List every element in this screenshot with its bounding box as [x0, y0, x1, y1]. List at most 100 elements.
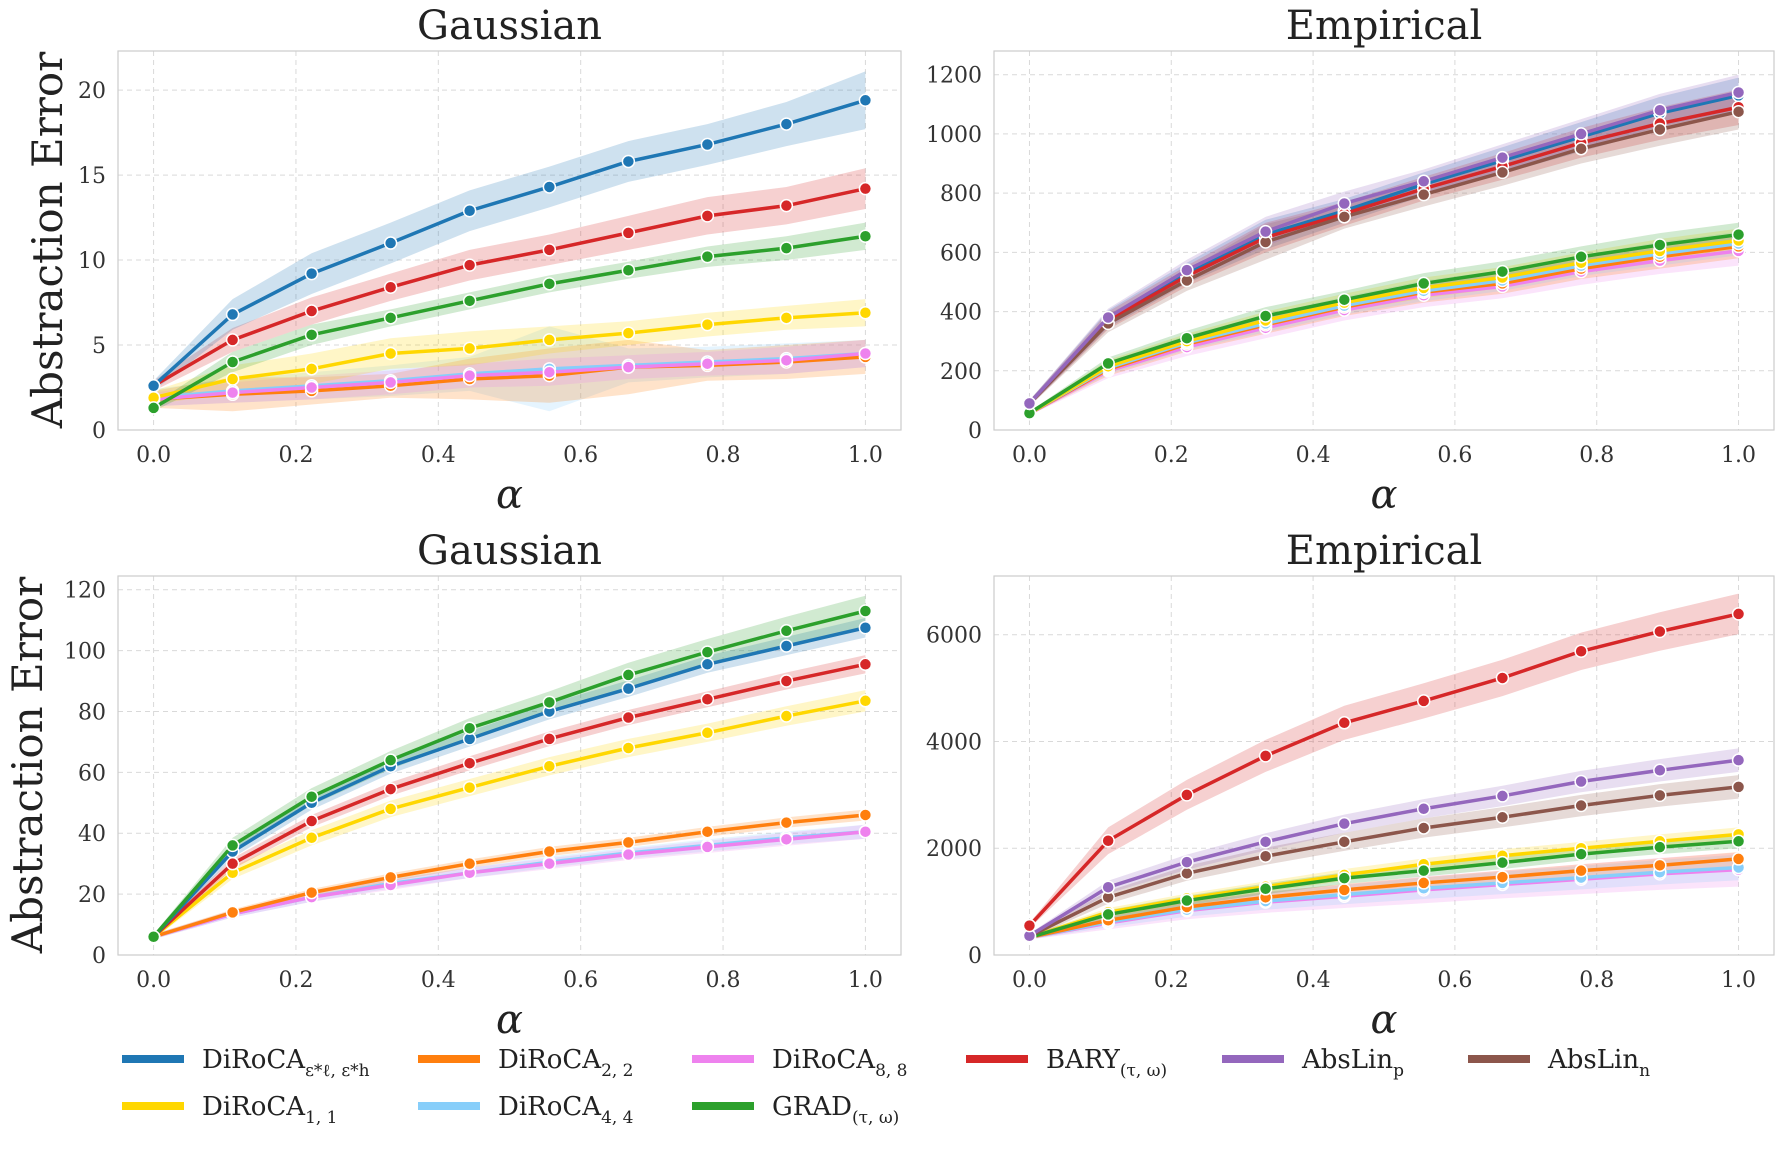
point-grad: [146, 929, 161, 944]
point-diroca_22: [779, 815, 794, 830]
point-grad: [1337, 292, 1352, 307]
y-tick-label: 20: [78, 79, 106, 104]
x-tick-label: 0.0: [136, 968, 171, 993]
chart-title: Empirical: [1286, 528, 1482, 574]
point-diroca_eps: [383, 236, 398, 250]
point-diroca_eps: [858, 93, 873, 108]
point-abslin_n: [1653, 122, 1667, 137]
point-diroca_22: [1416, 876, 1431, 890]
point-grad: [383, 311, 398, 325]
y-tick-label: 800: [940, 182, 982, 207]
point-abslin_p: [1574, 127, 1588, 141]
legend-entry-grad: GRAD(τ, ω): [692, 1092, 899, 1128]
y-axis-label-bottom: Abstraction Error: [3, 576, 52, 954]
point-bary: [225, 856, 240, 871]
chart-title: Gaussian: [417, 3, 602, 49]
legend-entry-abslin-p: AbsLinp: [1222, 1045, 1404, 1081]
point-abslin_n: [1731, 780, 1746, 794]
point-grad: [542, 695, 557, 710]
point-grad: [1731, 227, 1746, 242]
series-line-abslin_p: [1028, 90, 1739, 405]
point-abslin_p: [1180, 263, 1194, 277]
point-diroca_11: [542, 759, 557, 774]
panel-2: 0 200 400 600 800 1000 1200 0.0 0.2 0.4 0.6 0.8 1.0 E…: [926, 3, 1775, 518]
point-diroca_eps: [146, 379, 161, 393]
band-diroca_eps: [153, 71, 866, 391]
band-grad: [153, 595, 866, 940]
y-tick-label: 5: [92, 334, 106, 359]
panel-4: 0 2000 4000 6000 0.0 0.2 0.4 0.6 0.8 1.0 Empirical…: [926, 528, 1775, 1043]
point-grad: [1337, 871, 1352, 885]
y-tick-label: 4000: [926, 730, 982, 755]
point-grad: [858, 229, 873, 244]
point-diroca_11: [462, 341, 477, 356]
point-grad: [304, 328, 319, 342]
x-tick-label: 0.6: [563, 443, 598, 468]
point-diroca_eps: [779, 639, 794, 653]
legend-label: DiRoCA2, 2: [498, 1045, 634, 1081]
y-tick-label: 0: [968, 944, 982, 969]
point-diroca_eps: [621, 681, 636, 696]
point-grad: [225, 355, 240, 369]
plot-frame: [117, 575, 902, 956]
series-line-diroca_11: [152, 699, 866, 939]
y-tick-label: 200: [940, 360, 982, 385]
point-diroca_88: [858, 824, 873, 839]
y-tick-label: 60: [78, 761, 106, 786]
point-grad: [1180, 331, 1194, 345]
point-bary: [1574, 644, 1588, 659]
band-diroca_44: [1029, 231, 1739, 415]
point-abslin_p: [1495, 789, 1510, 803]
point-grad: [779, 241, 794, 255]
point-abslin_p: [1416, 801, 1431, 816]
point-diroca_11: [462, 780, 477, 795]
point-diroca_eps: [858, 621, 873, 635]
x-tick-label: 0.4: [421, 968, 456, 993]
legend-entry-diroca-44: DiRoCA4, 4: [418, 1092, 634, 1128]
y-tick-label: 0: [92, 944, 106, 969]
point-grad: [462, 721, 477, 735]
point-bary: [700, 209, 715, 223]
point-bary: [542, 243, 557, 257]
point-diroca_88: [779, 353, 794, 368]
y-tick-label: 10: [78, 249, 106, 274]
band-grad: [1029, 222, 1739, 415]
series-line-diroca_11: [1028, 832, 1739, 940]
series-line-diroca_eps: [152, 98, 866, 388]
plot-frame: [993, 575, 1775, 956]
point-diroca_11: [779, 709, 794, 723]
band-grad: [153, 222, 866, 412]
point-diroca_11: [700, 317, 715, 332]
x-tick-label: 0.8: [1579, 968, 1614, 993]
point-diroca_11: [858, 305, 873, 320]
point-bary: [462, 258, 477, 272]
point-grad: [621, 668, 636, 682]
series-line-bary: [152, 186, 866, 388]
point-abslin_n: [1337, 210, 1352, 224]
series-line-grad: [152, 609, 866, 938]
point-bary: [700, 692, 715, 707]
point-abslin_p: [1731, 753, 1746, 767]
band-bary: [153, 168, 866, 391]
y-tick-label: 1000: [926, 123, 982, 148]
series-line-abslin_n: [1028, 109, 1739, 405]
point-abslin_p: [1337, 196, 1352, 211]
panel-1: 0 5 10 15 20 0.0 0.2 0.4 0.6 0.8 1.0 Gaussian α: [78, 3, 902, 518]
point-diroca_88: [542, 856, 557, 871]
point-abslin_p: [1258, 835, 1273, 849]
legend: DiRoCAε*ℓ, ε*h DiRoCA2, 2 DiRoCA8, 8 BAR…: [122, 1045, 1650, 1128]
x-axis-label: α: [1370, 997, 1397, 1043]
point-grad: [225, 838, 240, 853]
x-tick-label: 0.8: [1579, 443, 1614, 468]
x-tick-label: 0.4: [1296, 443, 1331, 468]
point-bary: [462, 756, 477, 770]
point-abslin_p: [1495, 150, 1510, 165]
y-tick-label: 0: [92, 419, 106, 444]
point-diroca_11: [779, 311, 794, 325]
point-diroca_22: [542, 844, 557, 859]
legend-label: AbsLinp: [1301, 1045, 1404, 1081]
band-diroca_88: [1029, 852, 1739, 940]
legend-entry-bary: BARY(τ, ω): [966, 1045, 1167, 1081]
series-line-diroca_11: [1028, 238, 1739, 415]
plot-frame: [993, 50, 1775, 431]
